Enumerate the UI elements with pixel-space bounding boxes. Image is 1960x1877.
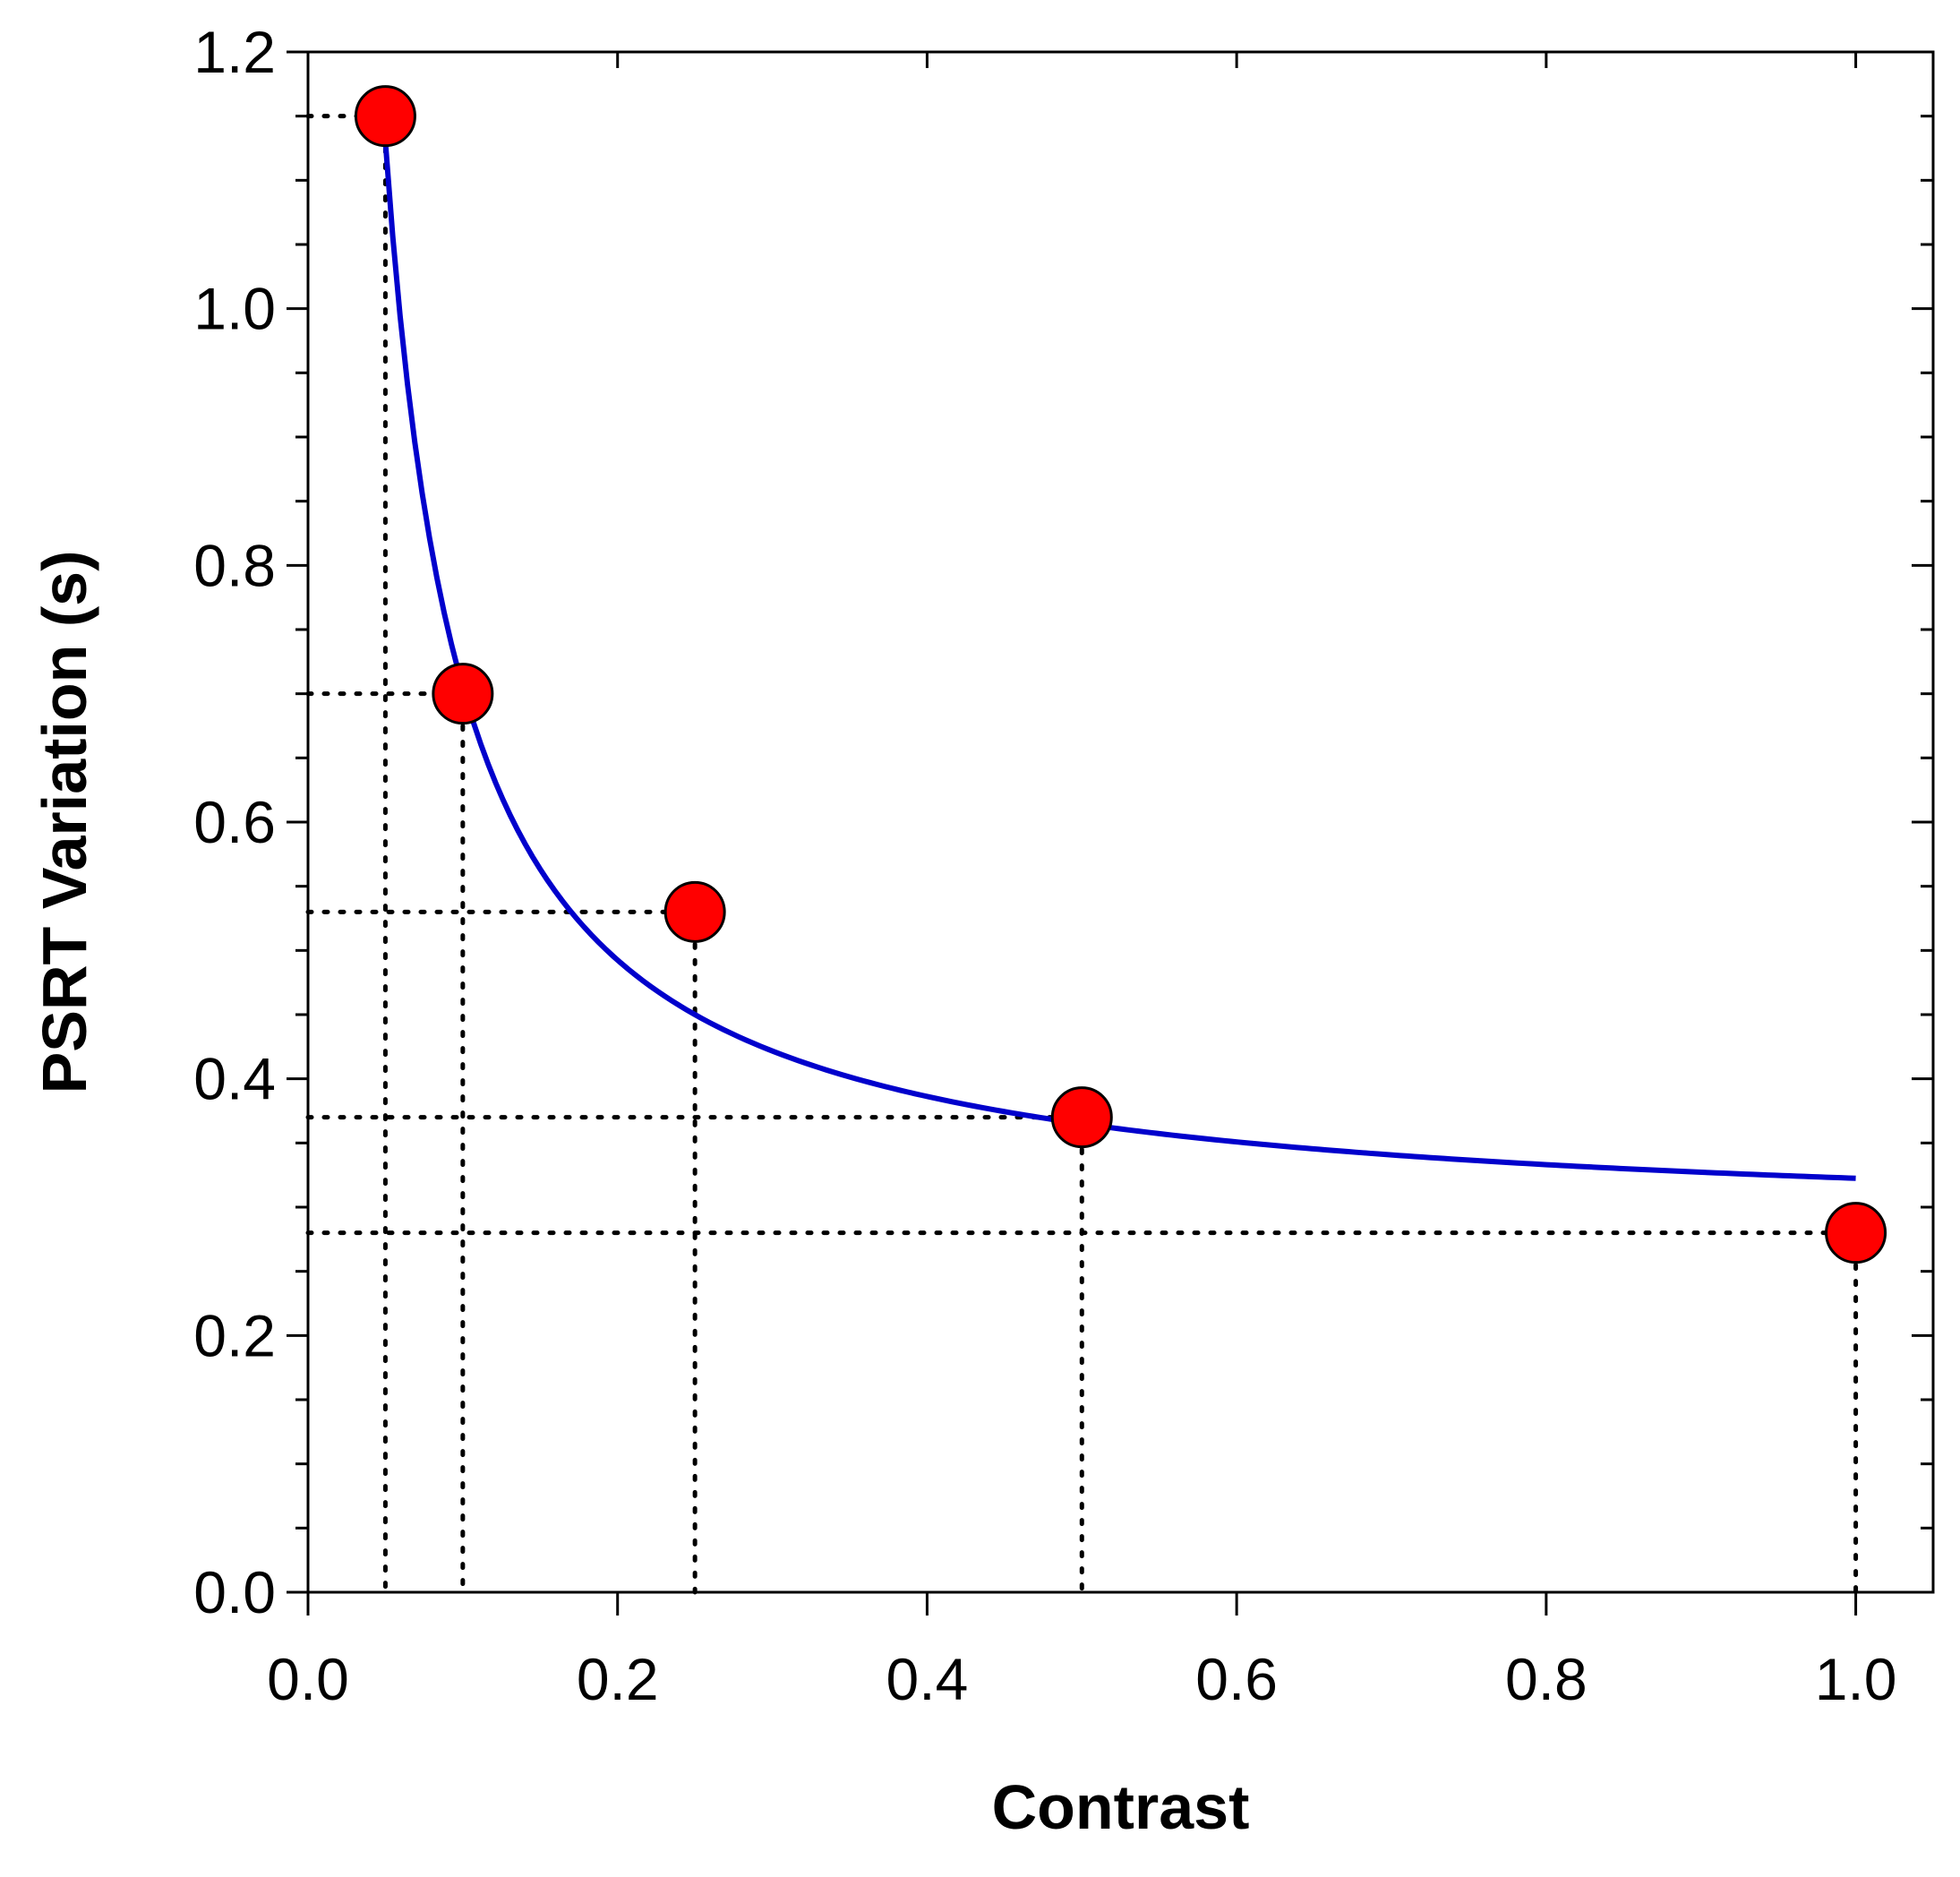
- x-tick-label: 1.0: [1815, 1646, 1897, 1712]
- dotted-guide-lines: [305, 114, 1859, 1595]
- y-tick-label: 0.0: [193, 1559, 276, 1625]
- y-tick-label: 1.0: [193, 276, 276, 342]
- fit-curve-group: [382, 141, 1856, 1181]
- data-point: [1050, 1086, 1113, 1149]
- data-point: [1825, 1202, 1887, 1264]
- plot-frame: [306, 50, 1935, 1594]
- x-tick-label: 0.4: [886, 1646, 969, 1712]
- data-point: [354, 85, 416, 148]
- data-point: [663, 880, 726, 943]
- x-tick-label: 0.2: [577, 1646, 659, 1712]
- y-axis-ticks: 0.0 0.2 0.4 0.6 0.8 1.0 1.2: [193, 19, 1933, 1625]
- y-tick-label: 0.2: [193, 1302, 276, 1368]
- fit-curve: [382, 141, 1856, 1181]
- y-tick-label: 0.4: [193, 1046, 276, 1112]
- x-axis-ticks: 0.0 0.2 0.4 0.6 0.8 1.0: [267, 52, 1896, 1712]
- x-tick-label: 0.8: [1505, 1646, 1588, 1712]
- y-axis-title: PSRT Variation (s): [30, 551, 99, 1094]
- data-point: [432, 663, 494, 725]
- y-tick-label: 0.8: [193, 532, 276, 598]
- x-tick-label: 0.0: [267, 1646, 349, 1712]
- y-tick-label: 0.6: [193, 789, 276, 855]
- x-tick-label: 0.6: [1195, 1646, 1278, 1712]
- x-axis-title: Contrast: [992, 1772, 1250, 1842]
- y-tick-label: 1.2: [193, 19, 276, 85]
- data-points: [354, 85, 1887, 1264]
